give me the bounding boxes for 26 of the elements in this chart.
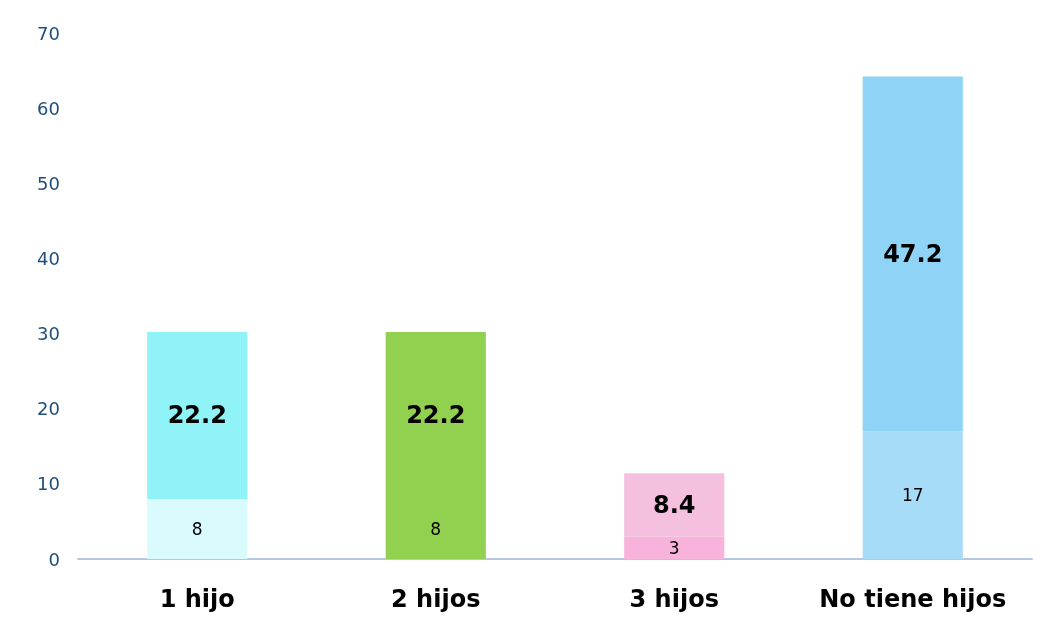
x-tick-label: No tiene hijos — [819, 585, 1007, 613]
y-tick-label: 60 — [37, 97, 60, 119]
data-label: 22.2 — [406, 401, 466, 430]
data-label: 22.2 — [167, 401, 227, 430]
bar — [862, 76, 963, 432]
data-label: 8 — [191, 518, 203, 539]
x-tick-label: 1 hijo — [159, 585, 235, 613]
y-tick-label: 0 — [48, 548, 60, 570]
y-tick-label: 40 — [37, 247, 60, 269]
x-tick-label: 2 hijos — [391, 585, 481, 613]
data-label: 8.4 — [652, 490, 696, 519]
y-tick-label: 20 — [37, 398, 60, 420]
y-tick-label: 50 — [37, 172, 60, 194]
x-tick-label: 3 hijos — [629, 585, 719, 613]
bar — [624, 536, 725, 559]
bar — [147, 498, 248, 559]
bar — [147, 332, 248, 499]
y-tick-label: 70 — [37, 22, 60, 44]
y-tick-label: 30 — [37, 323, 60, 345]
data-label: 8 — [430, 518, 442, 539]
bar — [624, 473, 725, 537]
y-tick-label: 10 — [37, 473, 60, 495]
data-label: 17 — [901, 485, 924, 506]
data-label: 3 — [668, 537, 680, 558]
data-label: 47.2 — [883, 239, 943, 268]
bar — [862, 431, 963, 559]
